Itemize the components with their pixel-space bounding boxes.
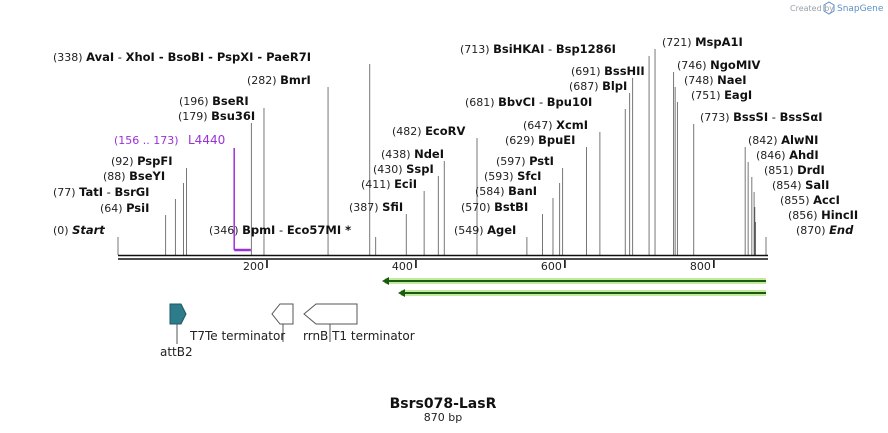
ruler: 200 400 600 800 [243,260,715,273]
site-label-bseri[interactable]: (196) BseRI [179,94,249,108]
sequence-length: 870 bp [424,411,462,424]
primer-l4440[interactable]: (156 .. 173) L4440 [114,133,251,252]
ruler-label-400: 400 [392,260,413,273]
site-label-xcmi[interactable]: (647) XcmI [523,118,588,132]
site-label-sali[interactable]: (854) SalI [772,178,829,192]
ruler-label-600: 600 [541,260,562,273]
ruler-label-200: 200 [243,260,264,273]
site-label-psti[interactable]: (597) PstI [496,154,554,168]
site-label-alwni[interactable]: (842) AlwNI [748,133,818,147]
site-label-mspa1i[interactable]: (721) MspA1I [662,35,743,49]
feature-rrnb-t1-terminator[interactable]: rrnB T1 terminator [303,303,415,343]
site-label-bmri[interactable]: (282) BmrI [247,73,311,87]
site-label-ndei[interactable]: (438) NdeI [381,147,444,161]
site-label-bseyi[interactable]: (88) BseYI [103,169,165,183]
site-label-bsssi[interactable]: (773) BssSI - BssSαI [700,110,823,124]
site-label-drdi[interactable]: (851) DrdI [764,163,825,177]
site-label-bbvci[interactable]: (681) BbvCI - Bpu10I [465,95,592,109]
site-label-agei[interactable]: (549) AgeI [454,223,516,237]
site-label-naei[interactable]: (748) NaeI [684,73,747,87]
site-label-sfci[interactable]: (593) SfcI [484,169,541,183]
t7te-label: T7Te terminator [189,329,285,343]
site-leader-lines [117,49,767,255]
primer-range: (156 .. 173) [114,134,179,147]
site-label-ngomiv[interactable]: (746) NgoMIV [677,58,761,72]
attb2-label: attB2 [160,345,193,359]
site-label-eagi[interactable]: (751) EagI [691,88,752,102]
site-label-ecii[interactable]: (411) EciI [361,177,417,191]
site-label-bani[interactable]: (584) BanI [475,184,537,198]
site-label-bsu36i[interactable]: (179) Bsu36I [178,109,255,123]
ruler-label-800: 800 [690,260,711,273]
site-label-end[interactable]: (870) End [796,223,854,237]
site-label-bsshii[interactable]: (691) BssHII [571,64,645,78]
snapgene-logo-icon [823,1,835,15]
reverse-arrow-1[interactable] [382,277,766,285]
feature-t7te-terminator[interactable]: T7Te terminator [189,303,294,343]
site-label-bsihkai[interactable]: (713) BsiHKAI - Bsp1286I [460,42,616,56]
site-label-hincii[interactable]: (856) HincII [788,208,858,222]
site-label-psii[interactable]: (64) PsiI [100,201,149,215]
created-by-label: Created by [790,4,834,13]
sequence-title: Bsrs078-LasR [390,396,497,412]
snapgene-brand: SnapGene [837,4,884,14]
reverse-arrow-2[interactable] [398,289,766,297]
site-label-start[interactable]: (0) Start [53,223,105,237]
feature-attb2[interactable]: attB2 [160,303,193,359]
site-label-bstbi[interactable]: (570) BstBI [461,200,528,214]
site-label-pspfi[interactable]: (92) PspFI [111,154,173,168]
site-label-blpi[interactable]: (687) BlpI [569,79,627,93]
site-label-tati[interactable]: (77) TatI - BsrGI [53,185,149,199]
site-label-avai[interactable]: (338) AvaI - XhoI - BsoBI - PspXI - PaeR… [53,50,311,64]
dna-backbone [118,254,768,260]
site-label-acci[interactable]: (855) AccI [780,193,840,207]
site-label-sspi[interactable]: (430) SspI [373,162,434,176]
site-label-bpuei[interactable]: (629) BpuEI [505,133,575,147]
site-label-ahdi[interactable]: (846) AhdI [756,148,819,162]
primer-name: L4440 [188,133,225,147]
site-label-sfii[interactable]: (387) SfiI [349,200,403,214]
rrnb-label: rrnB T1 terminator [303,329,415,343]
site-label-bpmi[interactable]: (346) BpmI - Eco57MI * [209,223,351,237]
site-label-ecorv[interactable]: (482) EcoRV [392,124,466,138]
